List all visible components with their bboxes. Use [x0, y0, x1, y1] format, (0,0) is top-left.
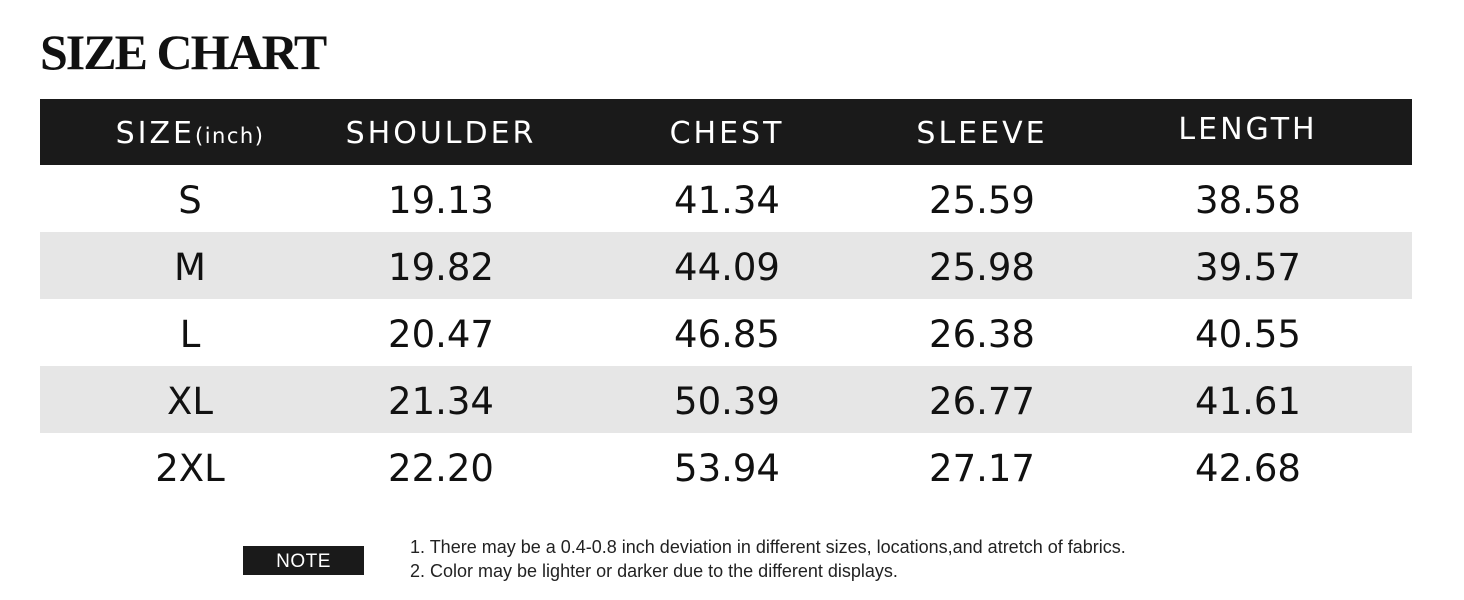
- cell-shoulder: 21.34: [388, 380, 494, 423]
- cell-sleeve: 25.59: [929, 179, 1035, 222]
- cell-sleeve: 26.38: [929, 313, 1035, 356]
- cell-length: 38.58: [1195, 179, 1301, 222]
- cell-length: 41.61: [1195, 380, 1301, 423]
- cell-size: 2XL: [155, 447, 225, 490]
- table-row: M 19.82 44.09 25.98 39.57: [40, 232, 1412, 299]
- header-length: LENGTH: [1178, 112, 1318, 147]
- table-header-row: SIZE(inch) SHOULDER CHEST SLEEVE LENGTH: [40, 99, 1412, 165]
- cell-sleeve: 27.17: [929, 447, 1035, 490]
- header-size-unit: (inch): [195, 124, 265, 148]
- note-line-1: 1. There may be a 0.4-0.8 inch deviation…: [410, 537, 1126, 557]
- cell-length: 39.57: [1195, 246, 1301, 289]
- header-sleeve: SLEEVE: [916, 116, 1048, 151]
- cell-chest: 46.85: [674, 313, 780, 356]
- header-size: SIZE(inch): [116, 99, 265, 165]
- cell-chest: 50.39: [674, 380, 780, 423]
- cell-shoulder: 19.13: [388, 179, 494, 222]
- cell-shoulder: 20.47: [388, 313, 494, 356]
- notes-text: 1. There may be a 0.4-0.8 inch deviation…: [410, 535, 1126, 583]
- size-table: SIZE(inch) SHOULDER CHEST SLEEVE LENGTH …: [40, 99, 1412, 500]
- table-row: XL 21.34 50.39 26.77 41.61: [40, 366, 1412, 433]
- cell-size: L: [179, 313, 201, 356]
- page-title: SIZE CHART: [40, 24, 327, 80]
- cell-shoulder: 22.20: [388, 447, 494, 490]
- cell-chest: 53.94: [674, 447, 780, 490]
- table-row: S 19.13 41.34 25.59 38.58: [40, 165, 1412, 232]
- cell-size: S: [178, 179, 202, 222]
- cell-sleeve: 26.77: [929, 380, 1035, 423]
- table-row: L 20.47 46.85 26.38 40.55: [40, 299, 1412, 366]
- header-chest: CHEST: [669, 116, 785, 151]
- cell-size: M: [174, 246, 206, 289]
- cell-sleeve: 25.98: [929, 246, 1035, 289]
- cell-chest: 44.09: [674, 246, 780, 289]
- header-shoulder: SHOULDER: [345, 116, 537, 151]
- cell-size: XL: [167, 380, 213, 423]
- header-size-label: SIZE: [115, 116, 196, 151]
- table-row: 2XL 22.20 53.94 27.17 42.68: [40, 433, 1412, 500]
- cell-shoulder: 19.82: [388, 246, 494, 289]
- cell-chest: 41.34: [674, 179, 780, 222]
- note-line-2: 2. Color may be lighter or darker due to…: [410, 561, 898, 581]
- note-badge: NOTE: [243, 546, 364, 575]
- cell-length: 40.55: [1195, 313, 1301, 356]
- cell-length: 42.68: [1195, 447, 1301, 490]
